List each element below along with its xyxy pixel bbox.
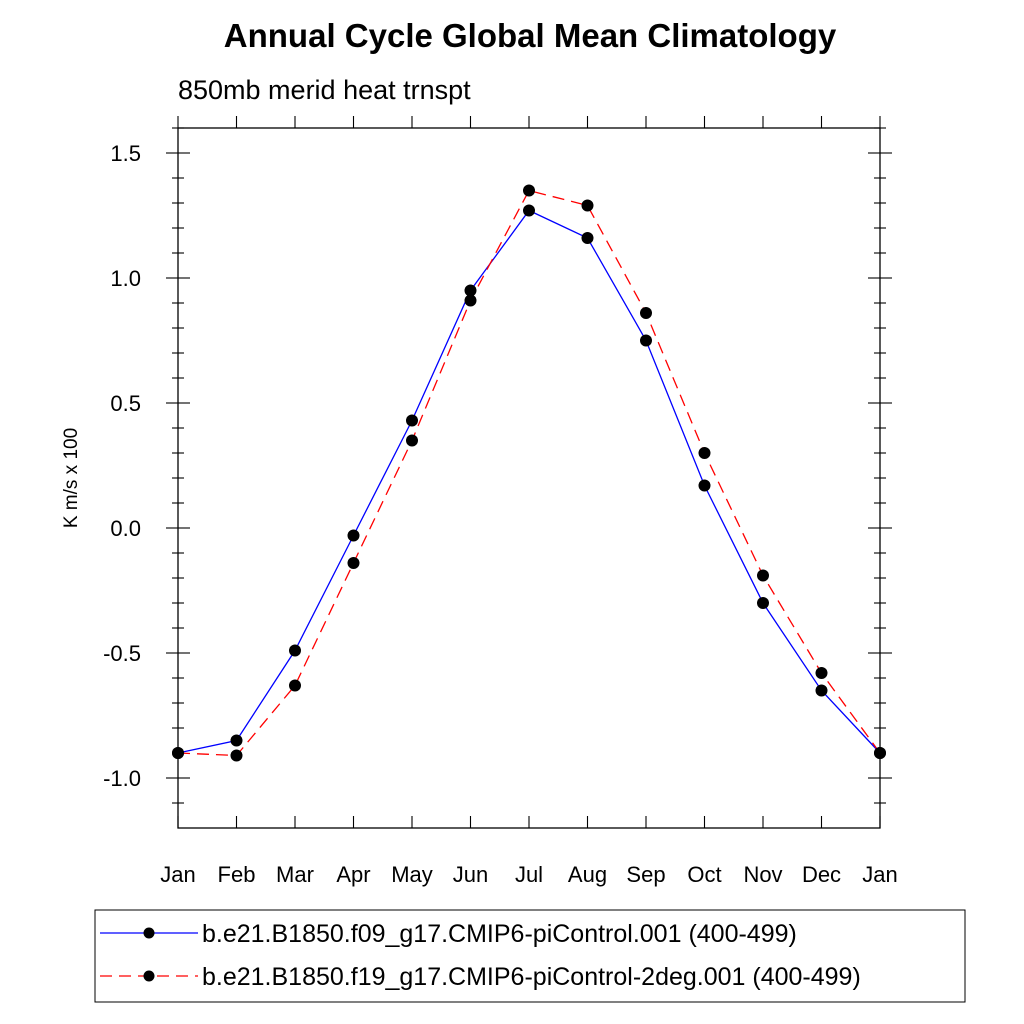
x-tick-labels: Jan Feb Mar Apr May Jun Jul Aug Sep Oct Nov Dec Jan xyxy=(160,862,897,887)
series-2-point xyxy=(757,569,769,582)
legend-label-series-1: b.e21.B1850.f09_g17.CMIP6-piControl.001 … xyxy=(202,920,797,948)
x-tick-label: Oct xyxy=(687,862,721,887)
series-2-point xyxy=(640,307,652,319)
series-2-point xyxy=(230,749,243,762)
x-tick-label: Sep xyxy=(626,862,665,887)
chart-title: Annual Cycle Global Mean Climatology xyxy=(224,17,837,54)
y-tick-label: -1.0 xyxy=(103,766,141,791)
series-1-point xyxy=(230,734,243,747)
x-tick-label: Jun xyxy=(453,862,488,887)
series-2-point xyxy=(406,434,418,447)
series-1-point xyxy=(698,479,711,492)
x-tick-label: May xyxy=(391,862,433,887)
legend: b.e21.B1850.f09_g17.CMIP6-piControl.001 … xyxy=(94,909,966,1003)
legend-box xyxy=(94,909,966,1003)
x-tick-label: Feb xyxy=(218,862,256,887)
legend-label-series-2: b.e21.B1850.f19_g17.CMIP6-piControl-2deg… xyxy=(202,963,861,991)
legend-marker-series-2 xyxy=(143,970,155,982)
series-2-point xyxy=(698,447,711,459)
series-2-point xyxy=(815,667,828,679)
y-tick-label: 1.0 xyxy=(110,266,141,291)
series-2-point xyxy=(347,557,360,569)
series-1-point xyxy=(347,529,360,542)
series-2-point xyxy=(581,199,594,212)
series-1-point xyxy=(464,284,477,297)
plot-frame xyxy=(177,127,881,829)
x-tick-label: Apr xyxy=(336,862,370,887)
y-tick-label: 0.5 xyxy=(110,391,141,416)
x-tick-label: Jan xyxy=(862,862,897,887)
x-tick-label: Mar xyxy=(276,862,314,887)
y-tick-label: 0.0 xyxy=(110,516,141,541)
y-tick-label: 1.5 xyxy=(110,141,141,166)
y-tick-labels: 1.5 1.0 0.5 0.0 -0.5 -1.0 xyxy=(103,141,141,791)
y-axis-label: K m/s x 100 xyxy=(61,428,82,528)
series-1-point xyxy=(406,414,418,427)
series-2-point xyxy=(523,184,535,197)
series-1-point xyxy=(757,597,769,609)
x-tick-label: Aug xyxy=(568,862,607,887)
series-1-point xyxy=(523,204,535,217)
series-2-point xyxy=(464,294,477,307)
series-2-point xyxy=(289,679,301,692)
series-1-point xyxy=(640,334,652,347)
series-1-point xyxy=(581,232,594,244)
x-tick-label: Jul xyxy=(515,862,543,887)
axis-ticks xyxy=(166,116,892,828)
y-tick-label: -0.5 xyxy=(103,641,141,666)
x-tick-label: Nov xyxy=(743,862,782,887)
series-2-point xyxy=(172,747,184,759)
series-2-line xyxy=(177,189,881,757)
legend-marker-series-1 xyxy=(143,927,155,939)
series-1-point xyxy=(815,684,828,697)
x-tick-label: Dec xyxy=(802,862,841,887)
series-1-point xyxy=(289,644,301,657)
x-tick-label: Jan xyxy=(160,862,195,887)
series-1-line xyxy=(177,209,881,754)
series-layer xyxy=(172,184,886,762)
chart-subtitle: 850mb merid heat trnspt xyxy=(178,75,471,105)
series-2-point xyxy=(874,747,886,759)
